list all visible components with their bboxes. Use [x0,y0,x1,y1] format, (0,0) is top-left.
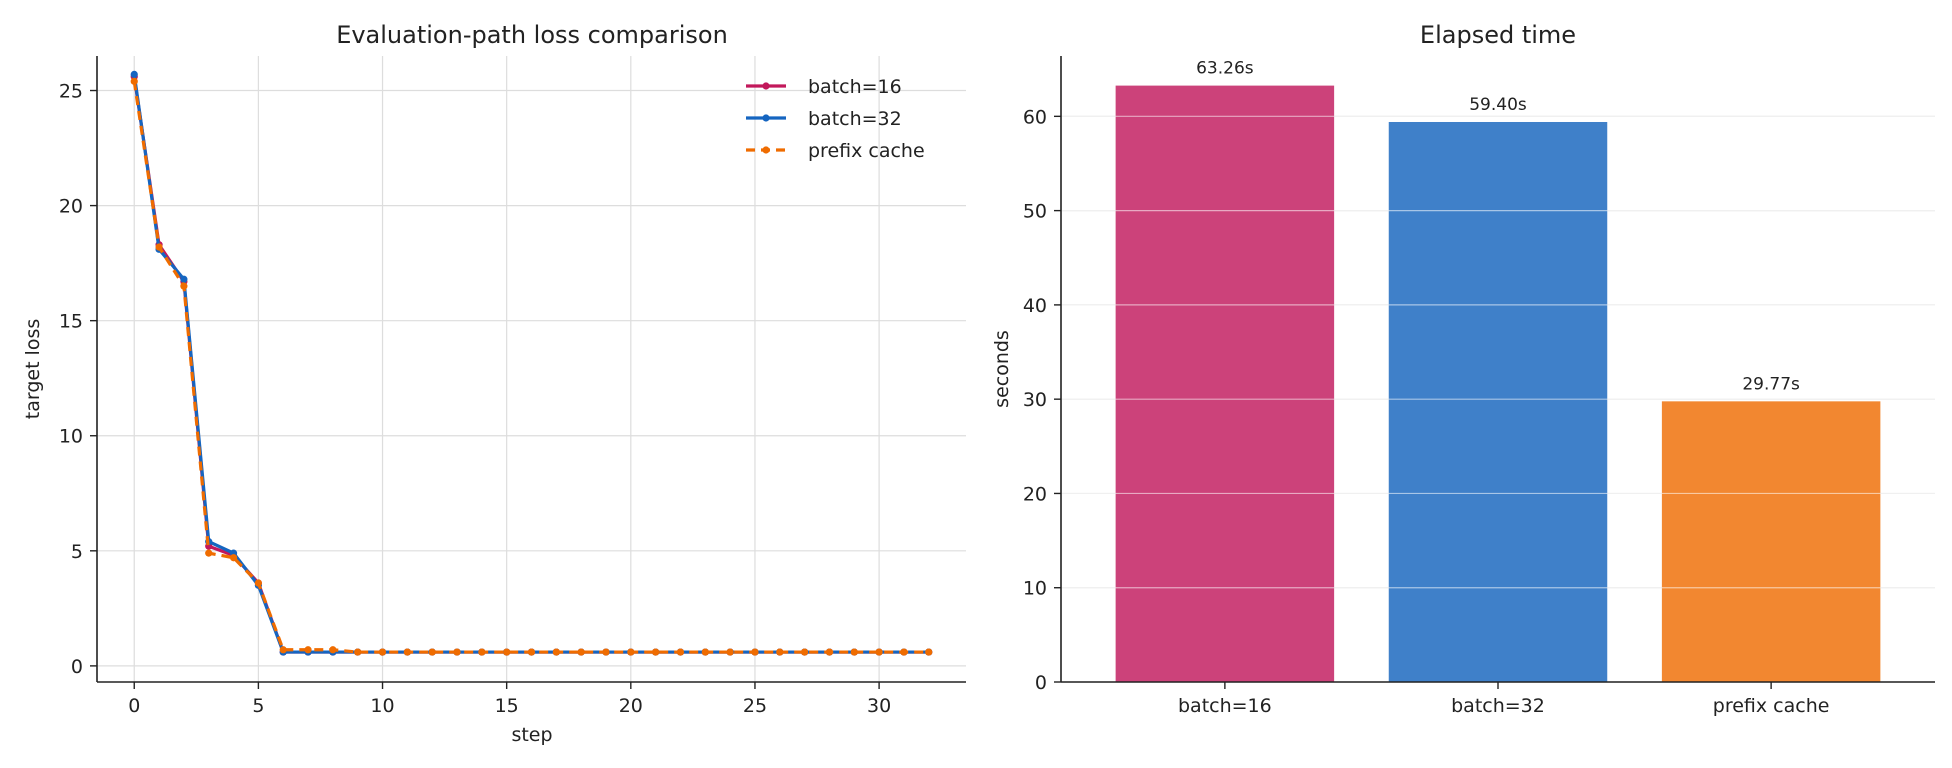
series-point [676,648,685,656]
time-chart-y-tick-label: 50 [1023,201,1047,223]
series-point [801,648,809,656]
time-chart-bars: 63.26s 59.40s 29.77s [1061,59,1935,683]
loss-chart-y-label: target loss [22,319,44,420]
series-point [602,648,610,656]
legend-label: batch=32 [808,108,902,130]
series-point [577,648,585,656]
series-point [155,243,163,251]
bar-data-label: 63.26s [1196,59,1254,79]
series-point [130,77,138,85]
time-chart-x-tick-label: prefix cache [1713,695,1830,717]
loss-chart-x-tick-label: 25 [743,695,767,717]
series-point [875,648,883,656]
bar-data-label: 59.40s [1469,95,1527,115]
series-point [229,554,238,562]
loss-chart-x-tick-label: 15 [495,695,519,717]
series-point [205,549,213,557]
time-chart-x-tick-label: batch=32 [1451,695,1545,717]
series-point [478,648,486,656]
loss-chart-legend: batch=16 batch=32 prefix cache [746,76,925,162]
loss-chart-y-tick-label: 10 [59,426,83,448]
legend-marker [762,146,770,154]
bar [1661,401,1881,682]
loss-chart-y-tick-label: 0 [71,656,83,678]
series-point [701,648,709,656]
loss-chart-grid [97,56,966,682]
time-chart-y-tick-label: 30 [1023,389,1047,411]
series-point [503,648,511,656]
series-point [850,648,858,656]
loss-chart-y-tick-label: 15 [59,311,83,333]
series-point [180,275,188,283]
elapsed-time-bar-chart: Elapsed time 63.26s 59.40s 29.77s 0 10 20 30 4… [991,21,1935,717]
legend-marker [762,114,770,122]
time-chart-y-tick-label: 20 [1023,483,1047,505]
series-point [825,648,834,656]
time-chart-x-tick-label: batch=16 [1178,695,1272,717]
legend-entry: prefix cache [746,140,925,162]
series-point [552,648,560,656]
series-point [329,646,337,654]
series-point [527,648,536,656]
loss-chart-y-tick-label: 20 [59,196,83,218]
series-point [403,648,411,656]
legend-marker [762,82,770,90]
loss-chart-series [130,70,933,656]
bar-group: 59.40s [1388,95,1608,683]
series-point [627,648,635,656]
legend-label: batch=16 [808,76,902,98]
series-point [354,648,362,656]
series-prefix-cache [130,77,933,656]
time-chart-y-label: seconds [991,330,1013,408]
series-point [279,646,287,654]
series-point [428,648,436,656]
loss-chart-ticks: 0 5 10 15 20 25 30 0 5 10 15 20 25 [59,81,891,717]
series-point [254,579,262,587]
series-line [132,76,929,654]
loss-chart-x-label: step [511,724,552,746]
loss-chart-x-tick-label: 20 [619,695,643,717]
loss-chart-x-tick-label: 10 [370,695,394,717]
series-point [726,648,734,656]
loss-chart-axes [96,56,966,683]
series-point [776,648,784,656]
time-chart-y-tick-label: 10 [1023,578,1047,600]
series-point [180,282,188,290]
loss-chart-y-tick-label: 25 [59,81,83,103]
loss-chart-title: Evaluation-path loss comparison [336,21,728,49]
series-point [453,648,461,656]
time-chart-title: Elapsed time [1420,21,1576,49]
time-chart-y-tick-label: 40 [1023,295,1047,317]
series-point [900,648,908,656]
time-chart-y-tick-label: 0 [1035,672,1047,694]
loss-line-chart: Evaluation-path loss comparison 0 5 10 15 20… [22,21,966,746]
loss-chart-y-tick-label: 5 [71,541,83,563]
series-point [304,646,312,654]
loss-chart-x-tick-label: 30 [867,695,891,717]
time-chart-ticks: 0 10 20 30 40 50 60 batch=16 batch=32 prefix cach… [1023,106,1830,717]
bar-group: 63.26s [1115,59,1335,682]
series-point [925,648,933,656]
legend-label: prefix cache [808,140,925,162]
series-line [132,81,929,654]
series-point [378,648,387,656]
series-point [751,648,759,656]
loss-chart-x-tick-label: 0 [128,695,140,717]
loss-chart-x-tick-label: 5 [252,695,264,717]
bar [1115,85,1335,682]
time-chart-y-tick-label: 60 [1023,106,1047,128]
series-point [652,648,660,656]
bar-data-label: 29.77s [1742,374,1800,394]
series-point [130,70,138,79]
bar [1388,121,1608,683]
legend-entry: batch=32 [746,108,902,130]
legend-entry: batch=16 [746,76,902,98]
bar-group: 29.77s [1661,374,1881,682]
